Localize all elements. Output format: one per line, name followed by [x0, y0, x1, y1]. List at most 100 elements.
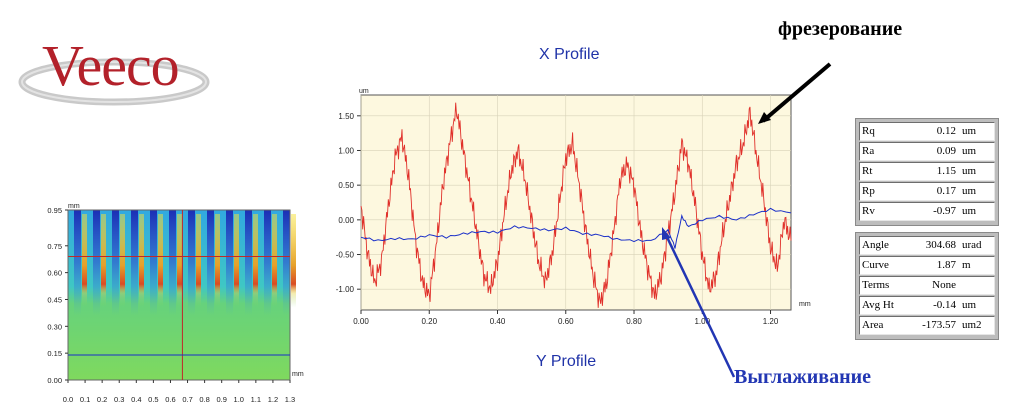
heatmap-stripe-red	[196, 214, 201, 308]
x-tick-label: 0.7	[182, 395, 192, 404]
heatmap-stripe-red	[139, 214, 144, 308]
y-profile-title: Y Profile	[536, 353, 597, 370]
x-profile-title: X Profile	[539, 46, 600, 63]
profile-param-unit: um	[962, 299, 977, 311]
milling-annotation: фрезерование	[778, 18, 903, 40]
y-tick-label: 0.50	[338, 181, 354, 190]
heatmap-stripe-blue	[74, 210, 81, 316]
heatmap-stripe-red	[291, 214, 296, 308]
x-tick-label: 1.1	[251, 395, 261, 404]
surface-heatmap: 0.95 0.75 0.60 0.45 0.30 0.15 0.00 0.0 0.1 0.2 0.3…	[47, 203, 303, 404]
series-line-red	[360, 102, 792, 308]
x-tick-label: 1.00	[694, 317, 710, 326]
roughness-label: Rp	[862, 185, 875, 197]
roughness-unit: um	[962, 205, 977, 217]
smoothing-annotation: Выглаживание	[734, 366, 871, 388]
roughness-row: Rt 1.15 um	[859, 162, 995, 181]
profile-param-value: 1.87	[936, 259, 956, 271]
profile-param-label: Area	[862, 319, 884, 331]
y-unit-label: mm	[68, 203, 80, 210]
roughness-value: 0.09	[936, 145, 956, 157]
y-tick-label: 0.30	[47, 322, 62, 331]
roughness-row: Rv -0.97 um	[859, 202, 995, 221]
y-unit-label: um	[359, 88, 369, 95]
roughness-unit: um	[962, 145, 977, 157]
heatmap-stripe-blue	[245, 210, 252, 316]
roughness-row: Rq 0.12 um	[859, 122, 995, 141]
roughness-value: 1.15	[936, 165, 956, 177]
heatmap-stripe-red	[234, 214, 239, 308]
x-tick-label: 0.80	[626, 317, 642, 326]
profile-param-row: Angle 304.68 urad	[859, 236, 995, 255]
heatmap-stripe-blue	[283, 210, 290, 316]
heatmap-stripe-red	[253, 214, 258, 308]
x-unit-label: mm	[799, 301, 811, 308]
heatmap-stripe-red	[101, 214, 106, 308]
y-tick-label: 0.95	[47, 206, 62, 215]
roughness-value: 0.17	[936, 185, 956, 197]
profile-parameters-panel: Angle 304.68 urad Curve 1.87 m Terms None Avg Ht…	[855, 232, 999, 340]
x-tick-label: 1.0	[234, 395, 244, 404]
roughness-label: Rt	[862, 165, 873, 177]
heatmap-stripe-red	[272, 214, 277, 308]
y-tick-label: 0.60	[47, 269, 62, 278]
x-tick-label: 0.4	[131, 395, 141, 404]
x-tick-label: 0.5	[148, 395, 158, 404]
profile-param-row: Terms None	[859, 276, 995, 295]
heatmap-stripe-blue	[131, 210, 138, 316]
heatmap-stripe-blue	[112, 210, 119, 316]
profile-param-row: Area -173.57 um2	[859, 316, 995, 335]
x-tick-label: 0.40	[490, 317, 506, 326]
roughness-label: Rv	[862, 205, 875, 217]
x-tick-label: 1.2	[268, 395, 278, 404]
smoothing-arrow	[664, 234, 736, 378]
logo-swoosh-icon	[18, 58, 210, 106]
x-tick-label: 0.9	[216, 395, 226, 404]
x-profile-chart: 1.50 1.00 0.50 0.00 -0.50 -1.00 0.00 0.20 0.40 0.…	[336, 88, 811, 326]
x-tick-label: 0.1	[80, 395, 90, 404]
roughness-label: Ra	[862, 145, 875, 157]
y-tick-label: 0.15	[47, 349, 62, 358]
y-tick-label: -1.00	[336, 285, 355, 294]
milling-arrow-head-icon	[758, 112, 771, 124]
x-tick-label: 0.20	[421, 317, 437, 326]
profile-param-value: -173.57	[922, 319, 956, 331]
profile-param-value: -0.14	[933, 299, 956, 311]
milling-arrow	[761, 62, 832, 123]
heatmap-stripe-red	[177, 214, 182, 308]
x-tick-label: 0.3	[114, 395, 124, 404]
x-tick-label: 0.2	[97, 395, 107, 404]
smoothing-arrow-head-icon	[662, 227, 671, 240]
veeco-logo: Veeco	[14, 30, 224, 110]
series-line-blue	[360, 207, 792, 249]
x-tick-label: 0.0	[63, 395, 73, 404]
roughness-value: 0.12	[936, 125, 956, 137]
heatmap-stripe-blue	[93, 210, 100, 316]
y-tick-label: 0.45	[47, 295, 62, 304]
annotation-arrows	[662, 62, 832, 378]
roughness-row: Ra 0.09 um	[859, 142, 995, 161]
heatmap-stripe-blue	[207, 210, 214, 316]
profile-param-label: Avg Ht	[862, 299, 894, 311]
heatmap-stripe-red	[158, 214, 163, 308]
profile-param-label: Terms	[862, 279, 890, 291]
x-tick-label: 0.00	[353, 317, 369, 326]
logo-text: Veeco	[42, 33, 180, 98]
profile-param-label: Angle	[862, 239, 889, 251]
heatmap-stripe-red	[120, 214, 125, 308]
profile-param-value: None	[932, 279, 956, 291]
heatmap-stripe-blue	[169, 210, 176, 316]
x-tick-label: 1.3	[285, 395, 295, 404]
x-tick-label: 0.8	[199, 395, 209, 404]
y-tick-label: 1.00	[338, 146, 354, 155]
x-tick-label: 0.6	[165, 395, 175, 404]
heatmap-stripe-blue	[150, 210, 157, 316]
roughness-row: Rp 0.17 um	[859, 182, 995, 201]
y-tick-label: 0.00	[338, 216, 354, 225]
y-tick-label: 0.00	[47, 376, 62, 385]
heatmap-stripe-blue	[226, 210, 233, 316]
y-tick-label: 1.50	[338, 112, 354, 121]
heatmap-stripe-red	[215, 214, 220, 308]
roughness-panel: Rq 0.12 um Ra 0.09 um Rt 1.15 um Rp 0.17 um Rv -0.97 u…	[855, 118, 999, 226]
roughness-value: -0.97	[933, 205, 956, 217]
